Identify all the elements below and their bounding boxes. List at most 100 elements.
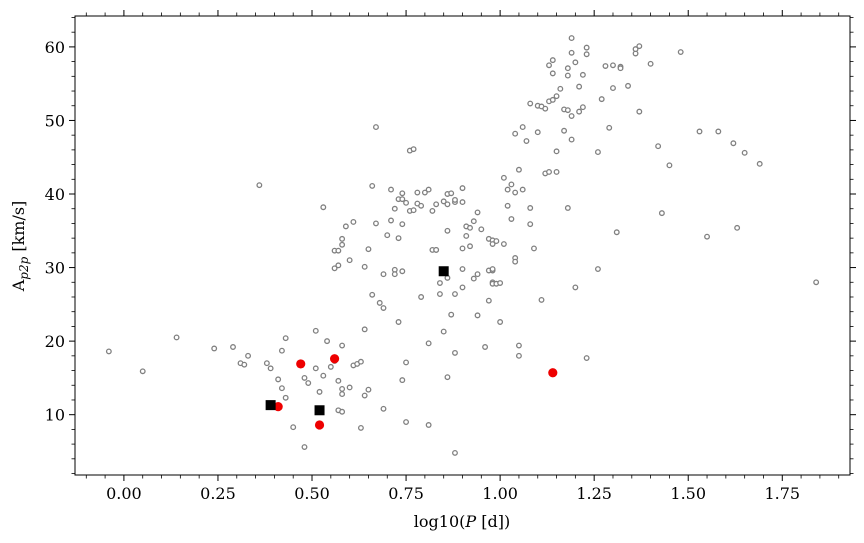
open-data-point xyxy=(519,124,526,131)
open-data-point xyxy=(568,136,575,143)
y-tick-label: 40 xyxy=(45,185,65,204)
open-data-point xyxy=(403,199,410,206)
open-data-point xyxy=(512,130,519,137)
open-data-point xyxy=(241,361,248,368)
open-data-point xyxy=(564,65,571,72)
open-data-point xyxy=(568,113,575,119)
open-data-point xyxy=(583,51,590,58)
open-data-point xyxy=(474,312,481,319)
open-data-point xyxy=(361,263,368,270)
open-data-point xyxy=(602,63,609,69)
open-data-point xyxy=(369,182,376,189)
open-data-point xyxy=(497,319,504,325)
open-data-point xyxy=(444,374,451,381)
x-tick-label: 0.00 xyxy=(106,484,142,503)
axis-ticks xyxy=(69,10,856,481)
open-data-point xyxy=(741,149,748,156)
open-data-point xyxy=(380,405,387,412)
open-data-point xyxy=(512,258,519,265)
tick-labels: 0.00 0.25 0.50 0.75 1.00 1.25 1.50 1.75 10 20 30 40… xyxy=(45,38,800,503)
open-data-point xyxy=(613,229,620,236)
open-data-point xyxy=(617,65,624,72)
open-data-point xyxy=(470,218,477,225)
open-data-point xyxy=(339,342,346,349)
open-data-point xyxy=(696,128,703,135)
x-tick-label: 1.25 xyxy=(576,484,612,503)
black-square-point xyxy=(265,400,276,411)
open-data-point xyxy=(105,348,112,355)
open-data-point xyxy=(357,424,364,431)
open-data-point xyxy=(282,394,289,401)
open-data-point xyxy=(515,352,522,359)
open-data-point xyxy=(636,43,643,50)
x-axis-label-main: log10( xyxy=(414,512,466,531)
open-data-point xyxy=(418,202,425,209)
open-data-point xyxy=(448,190,455,197)
open-data-point xyxy=(421,189,428,196)
open-data-point xyxy=(658,210,665,217)
open-data-point xyxy=(538,296,545,303)
open-data-point xyxy=(399,377,406,384)
open-data-point xyxy=(647,60,654,67)
open-data-point xyxy=(482,344,489,350)
open-data-point xyxy=(429,207,436,214)
open-data-point xyxy=(350,219,357,225)
open-data-point xyxy=(395,235,402,242)
open-data-point xyxy=(391,271,398,278)
open-data-point xyxy=(305,380,312,387)
open-data-point xyxy=(418,294,425,300)
open-data-point xyxy=(531,245,537,252)
open-data-point xyxy=(327,363,334,370)
x-tick-label: 1.75 xyxy=(764,484,800,503)
open-data-point xyxy=(399,196,406,203)
x-tick-label: 0.50 xyxy=(294,484,330,503)
open-data-point xyxy=(553,168,560,175)
open-data-point xyxy=(399,268,406,275)
open-data-point xyxy=(500,241,507,247)
open-data-point xyxy=(282,335,289,342)
open-data-point xyxy=(410,146,417,153)
open-data-point xyxy=(677,49,684,55)
open-data-point xyxy=(403,359,410,366)
open-data-point xyxy=(139,368,146,375)
open-data-point xyxy=(278,347,285,354)
x-axis-label: log10(P [d]) xyxy=(414,512,510,531)
open-data-point xyxy=(598,96,605,103)
open-data-point xyxy=(433,246,440,253)
open-data-point xyxy=(704,233,710,240)
open-data-point xyxy=(173,334,180,341)
open-data-point xyxy=(463,232,470,239)
open-data-point xyxy=(583,355,590,361)
open-data-point xyxy=(508,216,515,222)
open-data-point xyxy=(497,280,504,286)
open-data-point xyxy=(290,424,297,431)
open-data-point xyxy=(361,392,368,399)
open-data-point xyxy=(346,257,353,264)
y-tick-label: 30 xyxy=(45,259,65,278)
open-data-point xyxy=(459,185,466,192)
data-points xyxy=(105,35,820,456)
open-data-point xyxy=(489,266,496,272)
x-axis-label-variable: P xyxy=(464,512,476,531)
open-data-point xyxy=(346,384,353,391)
black-square-point xyxy=(314,405,325,416)
open-data-point xyxy=(452,349,458,356)
open-data-point xyxy=(316,388,323,395)
open-data-point xyxy=(452,291,458,297)
open-data-point xyxy=(256,182,263,189)
open-data-point xyxy=(508,181,515,188)
open-data-point xyxy=(756,160,763,167)
open-data-point xyxy=(489,241,496,247)
open-data-point xyxy=(436,291,443,297)
open-data-point xyxy=(546,168,552,175)
open-data-point xyxy=(594,266,601,272)
open-data-point xyxy=(549,96,556,103)
open-data-point xyxy=(594,149,601,156)
x-tick-label: 1.00 xyxy=(482,484,518,503)
open-data-point xyxy=(610,85,616,92)
y-tick-label: 50 xyxy=(45,111,65,130)
open-data-point xyxy=(267,365,274,372)
open-data-point xyxy=(561,127,568,134)
open-data-point xyxy=(230,344,236,350)
